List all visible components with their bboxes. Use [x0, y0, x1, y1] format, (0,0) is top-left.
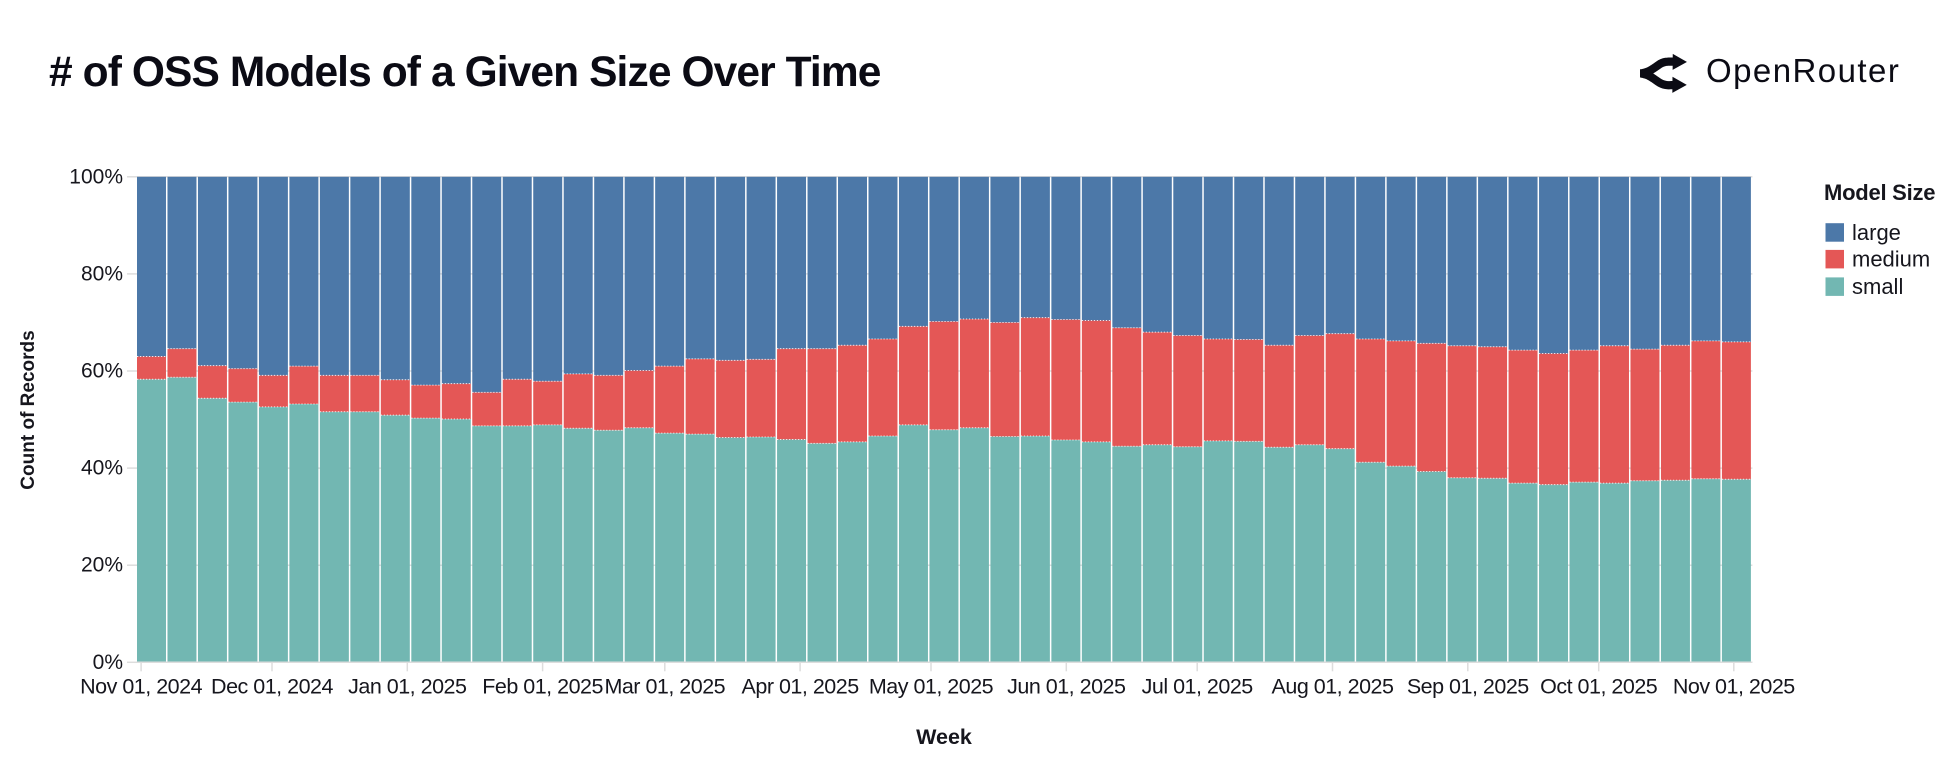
svg-text:Nov 01, 2025: Nov 01, 2025	[1673, 674, 1795, 698]
svg-text:60%: 60%	[81, 360, 123, 383]
svg-text:Model Size: Model Size	[1824, 180, 1935, 205]
svg-text:0%: 0%	[93, 651, 123, 674]
svg-text:medium: medium	[1852, 247, 1930, 272]
svg-text:Feb 01, 2025: Feb 01, 2025	[482, 674, 603, 698]
svg-text:Apr 01, 2025: Apr 01, 2025	[742, 674, 860, 698]
svg-text:Mar 01, 2025: Mar 01, 2025	[604, 674, 725, 698]
svg-text:May 01, 2025: May 01, 2025	[869, 674, 994, 698]
svg-text:20%: 20%	[81, 554, 123, 577]
svg-text:80%: 80%	[81, 262, 123, 285]
svg-text:Oct 01, 2025: Oct 01, 2025	[1540, 674, 1658, 698]
svg-text:large: large	[1852, 220, 1901, 245]
svg-text:Aug 01, 2025: Aug 01, 2025	[1272, 674, 1394, 698]
svg-text:Jan 01, 2025: Jan 01, 2025	[348, 674, 467, 698]
svg-text:40%: 40%	[81, 457, 123, 480]
svg-text:100%: 100%	[69, 165, 123, 188]
svg-text:Sep 01, 2025: Sep 01, 2025	[1407, 674, 1529, 698]
svg-text:Jul 01, 2025: Jul 01, 2025	[1142, 674, 1254, 698]
svg-text:OpenRouter: OpenRouter	[1706, 52, 1900, 89]
svg-text:Count of Records: Count of Records	[18, 330, 39, 489]
svg-text:Jun 01, 2025: Jun 01, 2025	[1007, 674, 1126, 698]
svg-text:Nov 01, 2024: Nov 01, 2024	[80, 674, 202, 698]
svg-text:small: small	[1852, 274, 1903, 299]
svg-text:Dec 01, 2024: Dec 01, 2024	[211, 674, 333, 698]
svg-text:# of OSS Models of a Given Siz: # of OSS Models of a Given Size Over Tim…	[49, 49, 881, 96]
svg-text:Week: Week	[916, 725, 972, 749]
